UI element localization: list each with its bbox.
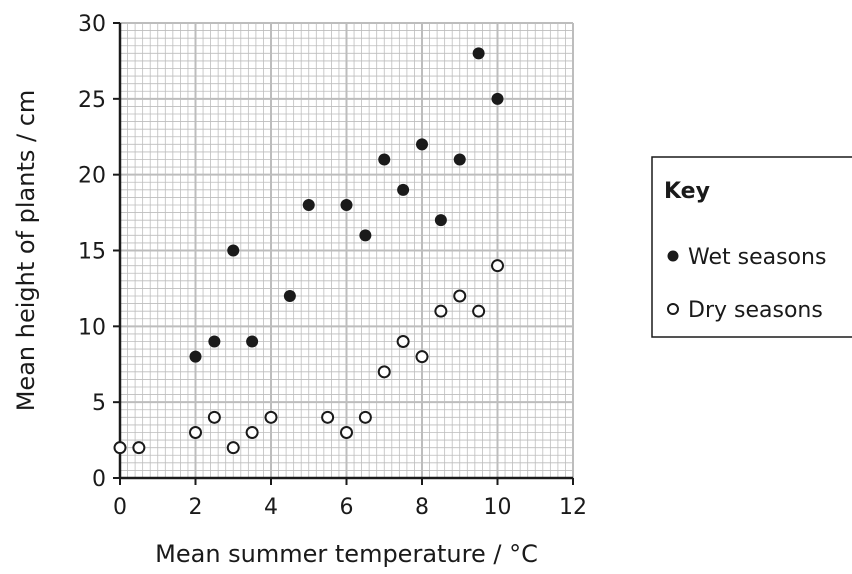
legend-marker-dry-seasons	[667, 303, 679, 315]
wet-season-point	[472, 47, 485, 60]
dry-season-point	[453, 289, 467, 303]
dry-season-point	[132, 441, 146, 455]
dry-season-point	[321, 410, 335, 424]
wet-season-point	[340, 199, 353, 211]
dry-season-point	[415, 350, 429, 364]
dry-season-point	[226, 441, 240, 455]
legend-box	[651, 156, 852, 338]
wet-season-point	[378, 153, 391, 166]
dry-season-point	[264, 410, 278, 424]
y-tick-label: 25	[78, 88, 106, 113]
x-axis-title: Mean summer temperature / °C	[155, 540, 538, 568]
x-tick-label: 12	[559, 495, 587, 520]
wet-season-point	[453, 153, 466, 166]
legend-marker-wet-seasons	[667, 250, 679, 262]
legend-label-dry-seasons: Dry seasons	[688, 298, 823, 323]
legend: Key Wet seasons Dry seasons	[651, 156, 852, 338]
legend-title: Key	[664, 179, 710, 204]
wet-season-point	[416, 138, 428, 151]
x-tick-label: 0	[113, 495, 127, 520]
y-tick-label: 10	[78, 315, 106, 340]
dry-season-point	[396, 335, 410, 348]
tick-labels: 0 2 4 6 8 10 12 0 5 10 15 20 25 30	[78, 12, 587, 520]
wet-season-point	[246, 335, 259, 348]
data-points	[113, 47, 504, 455]
dry-season-point	[245, 426, 259, 439]
wet-season-point	[227, 244, 240, 257]
wet-season-point	[302, 199, 315, 211]
dry-season-point	[207, 410, 221, 424]
y-tick-label: 5	[92, 391, 106, 416]
wet-season-point	[189, 350, 202, 363]
y-tick-label: 30	[78, 12, 106, 37]
dry-season-point	[189, 426, 202, 439]
x-tick-label: 6	[340, 495, 354, 520]
dry-season-point	[491, 259, 504, 273]
wet-season-point	[434, 214, 447, 227]
grid	[119, 22, 574, 479]
wet-season-point	[283, 290, 296, 302]
dry-season-point	[434, 304, 448, 318]
dry-season-point	[377, 365, 391, 379]
wet-season-point	[397, 183, 410, 196]
wet-season-point	[491, 92, 504, 105]
dry-season-point	[113, 441, 127, 455]
x-tick-label: 10	[484, 495, 512, 520]
dry-season-point	[340, 426, 353, 439]
wet-season-point	[208, 335, 221, 348]
wet-season-point	[359, 229, 372, 242]
y-tick-label: 20	[78, 164, 106, 189]
y-tick-label: 15	[78, 240, 106, 265]
y-tick-label: 0	[92, 467, 106, 492]
dry-season-point	[472, 304, 486, 318]
x-tick-label: 4	[264, 495, 278, 520]
dry-season-point	[358, 410, 372, 424]
x-tick-label: 8	[415, 495, 429, 520]
legend-label-wet-seasons: Wet seasons	[688, 245, 826, 270]
x-tick-label: 2	[189, 495, 203, 520]
y-axis-title: Mean height of plants / cm	[12, 90, 40, 412]
